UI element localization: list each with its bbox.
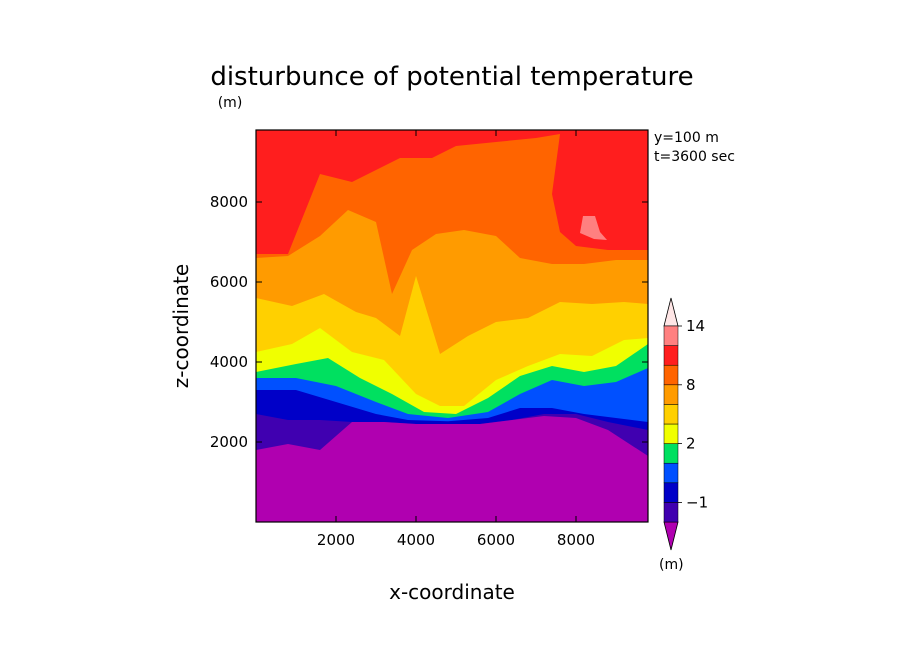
y-axis: 2000 4000 6000 8000 — [210, 193, 648, 451]
plot-area — [256, 130, 648, 522]
y-tick-label-1: 4000 — [210, 353, 248, 371]
colorbar-box-3 — [663, 462, 679, 484]
annotation-t: t=3600 sec — [654, 149, 735, 165]
colorbar-box-7 — [663, 384, 679, 405]
annotation-y: y=100 m — [654, 130, 719, 146]
colorbar-box-8 — [663, 364, 679, 386]
plot-frame — [255, 129, 649, 523]
colorbar-top-arrow — [663, 297, 679, 327]
x-tick-label-0: 2000 — [317, 531, 355, 549]
y-axis-label: z-coordinate — [169, 264, 193, 388]
colorbar-box-10 — [663, 325, 679, 346]
colorbar-label-0: 14 — [686, 317, 705, 335]
colorbar-box-6 — [663, 404, 679, 425]
x-tick-label-2: 6000 — [477, 531, 515, 549]
x-axis-label: x-coordinate — [389, 580, 515, 604]
y-tick-label-2: 6000 — [210, 273, 248, 291]
patch-0 — [580, 216, 607, 240]
colorbar-label-2: 2 — [686, 435, 696, 453]
y-unit-label: (m) — [218, 95, 243, 111]
colorbar-unit: (m) — [659, 557, 684, 573]
colorbar-box-4 — [663, 443, 679, 464]
y-tick-label-3: 8000 — [210, 193, 248, 211]
y-tick-label-0: 2000 — [210, 433, 248, 451]
colorbar-box-5 — [663, 423, 679, 444]
band-0 — [256, 416, 648, 522]
x-tick-label-1: 4000 — [397, 531, 435, 549]
colorbar-box-1 — [663, 502, 679, 523]
x-axis: 2000 4000 6000 8000 — [317, 130, 595, 549]
colorbar-label-3: −1 — [686, 493, 708, 511]
colorbar: 14 8 2 −1 — [663, 297, 708, 551]
chart-title: disturbunce of potential temperature — [210, 62, 693, 92]
colorbar-bottom-arrow — [663, 521, 679, 551]
colorbar-box-2 — [663, 482, 679, 503]
colorbar-label-1: 8 — [686, 376, 696, 394]
x-tick-label-3: 8000 — [557, 531, 595, 549]
colorbar-box-9 — [663, 345, 679, 366]
